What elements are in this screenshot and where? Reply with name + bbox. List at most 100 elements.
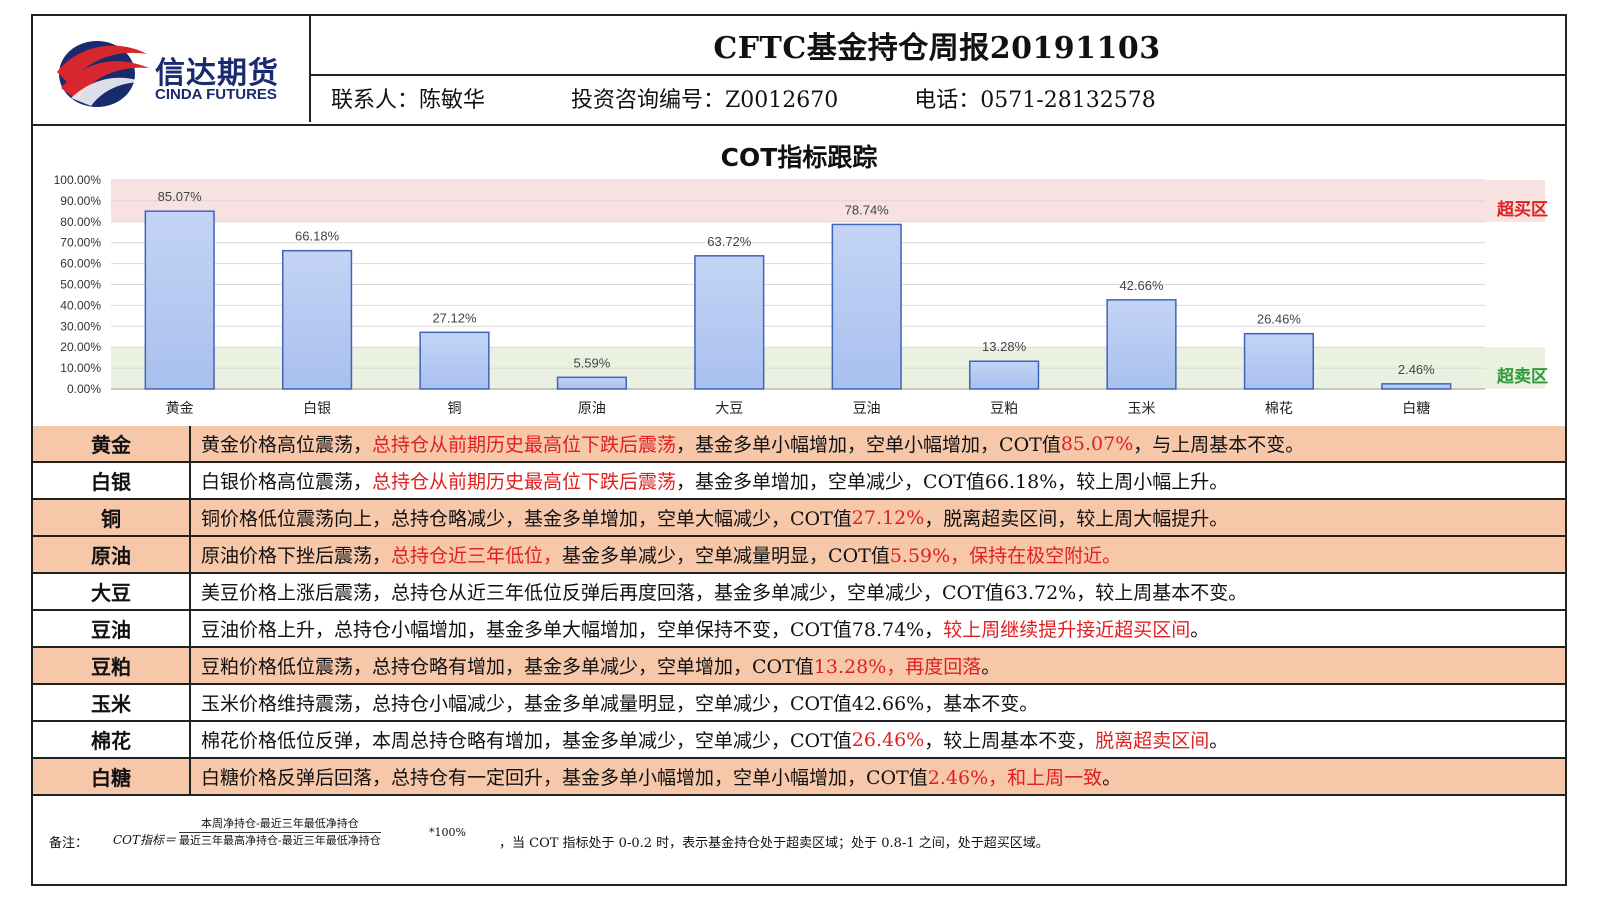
contact-person: 联系人：陈敏华 — [331, 88, 486, 113]
commentary-text: 豆油价格上升，总持仓小幅增加，基金多单大幅增加，空单保持不变，COT值78.74… — [201, 619, 944, 641]
x-tick-label: 大豆 — [715, 401, 743, 417]
x-tick-label: 铜 — [448, 401, 462, 417]
report-header: 信达期货 CINDA FUTURES CFTC基金持仓周报20191103 联系… — [33, 16, 1565, 126]
footnote: 备注： COT指标＝ 本周净持仓-最近三年最低净持仓 最近三年最高净持仓-最近三… — [33, 796, 1565, 886]
band-label-0: 超买区 — [1497, 199, 1548, 220]
bar — [1106, 299, 1177, 390]
commodity-name: 大豆 — [33, 574, 191, 609]
table-row: 豆油 豆油价格上升，总持仓小幅增加，基金多单大幅增加，空单保持不变，COT值78.… — [33, 611, 1565, 648]
commentary-text: 。 — [1209, 730, 1229, 752]
highlight-text: 2.46%，和上周一致 — [927, 767, 1103, 789]
report-frame: 信达期货 CINDA FUTURES CFTC基金持仓周报20191103 联系… — [31, 14, 1567, 886]
formula-fraction: 本周净持仓-最近三年最低净持仓 最近三年最高净持仓-最近三年最低净持仓 — [179, 816, 381, 849]
logo-area: 信达期货 CINDA FUTURES — [33, 16, 311, 122]
contact-bar: 联系人：陈敏华 投资咨询编号：Z0012670 电话：0571-28132578 — [309, 74, 1565, 122]
table-row: 铜铜价格低位震荡向上，总持仓略减少，基金多单增加，空单大幅减少，COT值 27.1… — [33, 500, 1565, 537]
commentary-text: 基金多单减少，空单减量明显，COT值 — [562, 545, 890, 567]
y-tick-label: 30.00% — [60, 319, 101, 333]
cot-chart-panel: COT指标跟踪 超买区 超卖区 0.00% 10.00% 20.00% 30.00% 40.… — [33, 124, 1565, 428]
y-tick-label: 40.00% — [60, 298, 101, 312]
bar — [419, 331, 490, 390]
footnote-text: ，当 COT 指标处于 0-0.2 时，表示基金持仓处于超卖区域；处于 0.8-… — [499, 836, 1049, 851]
x-tick-label: 黄金 — [166, 400, 194, 417]
commodity-commentary: 原油价格下挫后震荡， 总持仓近三年低位， 基金多单减少，空单减量明显，COT值 5.5… — [201, 537, 1561, 572]
chart-title: COT指标跟踪 — [720, 143, 878, 172]
report-title: CFTC基金持仓周报20191103 — [309, 16, 1565, 76]
commodity-commentary: 黄金价格高位震荡， 总持仓从前期历史最高位下跌后震荡 ，基金多单小幅增加，空单小幅增… — [201, 426, 1561, 461]
commentary-text: ，较上周基本不变， — [924, 730, 1096, 752]
band-label-1: 超卖区 — [1497, 366, 1548, 387]
bar — [694, 255, 765, 390]
highlight-text: 总持仓近三年低位， — [391, 545, 563, 567]
commodity-commentary: 玉米价格维持震荡，总持仓小幅减少，基金多单减量明显，空单减少，COT值42.66… — [201, 685, 1561, 720]
commodity-commentary: 白银价格高位震荡， 总持仓从前期历史最高位下跌后震荡 ，基金多单增加，空单减少，CO… — [201, 463, 1561, 498]
bar — [556, 376, 627, 390]
y-tick-label: 50.00% — [60, 278, 101, 292]
data-label: 13.28% — [982, 339, 1027, 354]
cinda-logo-icon — [57, 41, 149, 107]
data-label: 66.18% — [295, 229, 340, 244]
x-tick-label: 白银 — [303, 401, 331, 417]
table-row: 白糖 白糖价格反弹后回落，总持仓有一定回升，基金多单小幅增加，空单小幅增加，COT… — [33, 759, 1565, 796]
formula-denominator: 最近三年最高净持仓-最近三年最低净持仓 — [179, 834, 381, 847]
formula-numerator: 本周净持仓-最近三年最低净持仓 — [179, 816, 381, 833]
commodity-name: 白银 — [33, 463, 191, 498]
commodity-commentary: 铜价格低位震荡向上，总持仓略减少，基金多单增加，空单大幅减少，COT值 27.12… — [201, 500, 1561, 535]
table-row: 棉花 棉花价格低位反弹，本周总持仓略有增加，基金多单减少，空单减少，COT值 26.… — [33, 722, 1565, 759]
commodity-name: 豆粕 — [33, 648, 191, 683]
phone-number: 电话：0571-28132578 — [914, 88, 1156, 113]
data-label: 27.12% — [432, 310, 477, 325]
commodity-name: 玉米 — [33, 685, 191, 720]
bar — [1381, 383, 1452, 390]
commentary-text: 。 — [1102, 767, 1122, 789]
highlight-text: 脱离超卖区间 — [1095, 730, 1210, 752]
commodity-commentary: 豆油价格上升，总持仓小幅增加，基金多单大幅增加，空单保持不变，COT值78.74… — [201, 611, 1561, 646]
x-tick-label: 白糖 — [1402, 401, 1430, 417]
data-label: 2.46% — [1398, 362, 1435, 377]
x-tick-label: 玉米 — [1128, 401, 1156, 417]
commodity-name: 原油 — [33, 537, 191, 572]
commentary-text: 铜价格低位震荡向上，总持仓略减少，基金多单增加，空单大幅减少，COT值 — [201, 508, 852, 530]
formula-name: COT指标＝ — [113, 833, 177, 847]
logo-chinese-text: 信达期货 — [155, 56, 279, 91]
commentary-text: 。 — [981, 656, 1001, 678]
bar — [144, 210, 215, 390]
commodity-name: 豆油 — [33, 611, 191, 646]
commodity-commentary-table: 黄金 黄金价格高位震荡， 总持仓从前期历史最高位下跌后震荡 ，基金多单小幅增加，空单小… — [33, 426, 1565, 796]
data-label: 5.59% — [573, 355, 610, 370]
commentary-text: 。 — [1190, 619, 1210, 641]
highlight-text: 5.59%，保持在极空附近。 — [889, 545, 1122, 567]
table-row: 黄金 黄金价格高位震荡， 总持仓从前期历史最高位下跌后震荡 ，基金多单小幅增加，空单小… — [33, 426, 1565, 463]
footnote-label: 备注： — [49, 836, 89, 851]
data-label: 85.07% — [158, 189, 203, 204]
y-tick-label: 20.00% — [60, 340, 101, 354]
commentary-text: 原油价格下挫后震荡， — [201, 545, 392, 567]
x-tick-label: 原油 — [578, 401, 606, 417]
highlight-text: 26.46% — [851, 728, 925, 751]
data-label: 63.72% — [707, 234, 752, 249]
commodity-name: 铜 — [33, 500, 191, 535]
table-row: 白银 白银价格高位震荡， 总持仓从前期历史最高位下跌后震荡 ，基金多单增加，空单减少，… — [33, 463, 1565, 500]
y-tick-label: 80.00% — [60, 215, 101, 229]
highlight-text: 13.28%，再度回落 — [813, 656, 982, 678]
y-tick-label: 10.00% — [60, 361, 101, 375]
x-tick-label: 棉花 — [1265, 400, 1293, 417]
commentary-text: ，与上周基本不变。 — [1133, 434, 1305, 456]
commentary-text: 白银价格高位震荡， — [201, 471, 373, 493]
commentary-text: ，基金多单增加，空单减少，COT值66.18%，较上周小幅上升。 — [676, 471, 1229, 493]
data-label: 78.74% — [845, 202, 890, 217]
bar — [282, 249, 353, 390]
commentary-text: 豆粕价格低位震荡，总持仓略有增加，基金多单减少，空单增加，COT值 — [201, 656, 814, 678]
x-tick-label: 豆油 — [853, 401, 881, 417]
commodity-commentary: 豆粕价格低位震荡，总持仓略有增加，基金多单减少，空单增加，COT值 13.28%，… — [201, 648, 1561, 683]
table-row: 豆粕 豆粕价格低位震荡，总持仓略有增加，基金多单减少，空单增加，COT值 13.28… — [33, 648, 1565, 685]
y-tick-label: 100.00% — [54, 173, 102, 187]
commodity-name: 棉花 — [33, 722, 191, 757]
license-number: 投资咨询编号：Z0012670 — [571, 88, 839, 113]
table-row: 玉米 玉米价格维持震荡，总持仓小幅减少，基金多单减量明显，空单减少，COT值42.… — [33, 685, 1565, 722]
table-row: 原油 原油价格下挫后震荡， 总持仓近三年低位， 基金多单减少，空单减量明显，COT值 5… — [33, 537, 1565, 574]
formula-multiplier: *100% — [429, 826, 466, 839]
data-label: 42.66% — [1119, 278, 1164, 293]
logo-english-text: CINDA FUTURES — [155, 86, 277, 103]
